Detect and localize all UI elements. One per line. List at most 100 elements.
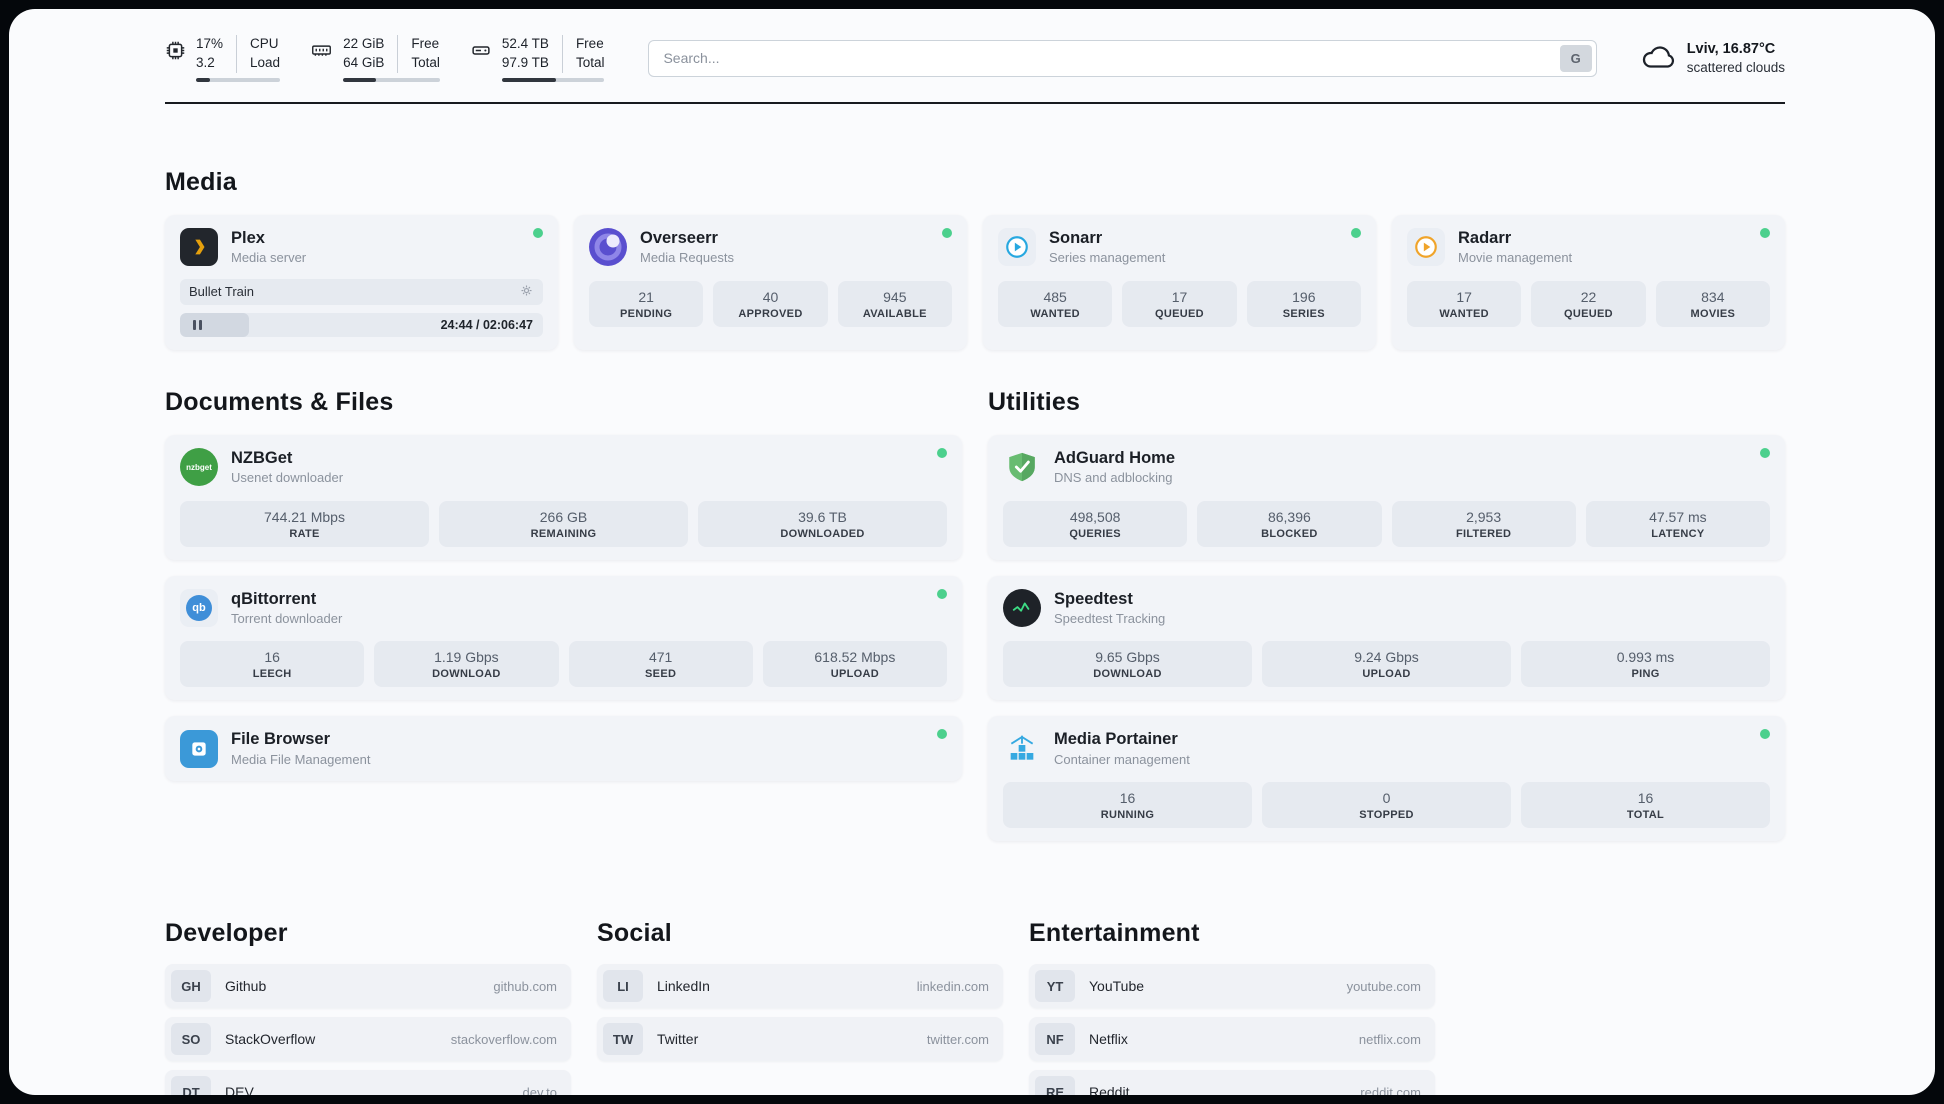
app-name: qBittorrent [231, 589, 317, 608]
portainer-icon [1003, 730, 1041, 768]
bookmark-reddit[interactable]: RE Reddit reddit.com [1029, 1070, 1435, 1095]
cpu-usage-value: 17% [196, 36, 224, 51]
stat-tiles: 17 WANTED 22 QUEUED 834 MOVIES [1407, 280, 1770, 327]
app-name: Radarr [1458, 228, 1512, 247]
stat-tiles: 498,508 QUERIES 86,396 BLOCKED 2,953 FIL… [1003, 500, 1770, 547]
stat-label: QUERIES [1069, 527, 1121, 540]
app-name: AdGuard Home [1054, 448, 1176, 467]
stat-wanted: 17 WANTED [1407, 280, 1522, 327]
stat-approved: 40 APPROVED [713, 280, 828, 327]
stat-downloaded: 39.6 TB DOWNLOADED [698, 500, 947, 547]
stat-label: UPLOAD [1362, 668, 1411, 681]
stat-value: 744.21 Mbps [264, 508, 345, 525]
disk-total-value: 97.9 TB [501, 54, 549, 70]
app-subtitle: Movie management [1458, 250, 1573, 266]
bookmark-stackoverflow[interactable]: SO StackOverflow stackoverflow.com [165, 1017, 571, 1062]
nzbget-status-dot [937, 447, 947, 458]
app-subtitle: Media Requests [640, 250, 734, 266]
app-subtitle: Media File Management [231, 752, 371, 768]
stat-label: QUEUED [1564, 307, 1613, 320]
stat-upload: 9.24 Gbps UPLOAD [1262, 641, 1511, 688]
section-title-documents: Documents & Files [165, 387, 394, 416]
radarr-card[interactable]: Radarr Movie management 17 WANTED 22 QUE… [1392, 214, 1785, 350]
memory-free-label: Free [411, 36, 440, 51]
stat-value: 9.65 Gbps [1095, 649, 1160, 666]
plex-card[interactable]: Plex Media server Bullet Train 24:44 / 0… [165, 214, 558, 350]
bookmark-youtube[interactable]: YT YouTube youtube.com [1029, 964, 1435, 1009]
cpu-metric: 17% 3.2 CPU Load [165, 35, 281, 82]
stat-label: DOWNLOADED [780, 527, 865, 540]
bookmark-url: twitter.com [926, 1031, 989, 1047]
app-name: Speedtest [1054, 589, 1133, 608]
stat-running: 16 RUNNING [1003, 782, 1252, 829]
stat-label: REMAINING [530, 527, 597, 540]
search-engine-button[interactable]: G [1559, 44, 1592, 72]
bookmark-netflix[interactable]: NF Netflix netflix.com [1029, 1017, 1435, 1062]
system-metrics: 17% 3.2 CPU Load [165, 35, 605, 82]
stat-value: 17 [1171, 288, 1188, 305]
bookmark-twitter[interactable]: TW Twitter twitter.com [597, 1017, 1003, 1062]
stat-value: 9.24 Gbps [1354, 649, 1419, 666]
app-name: Sonarr [1049, 228, 1103, 247]
app-name: Plex [231, 228, 265, 247]
pause-button[interactable] [189, 316, 206, 334]
overseerr-card[interactable]: Overseerr Media Requests 21 PENDING 40 A… [574, 214, 967, 350]
bookmark-columns: Developer GH Github github.com SO StackO… [165, 919, 1435, 1095]
stat-label: AVAILABLE [862, 307, 927, 320]
bookmark-abbr: SO [171, 1023, 211, 1056]
speedtest-card[interactable]: Speedtest Speedtest Tracking 9.65 Gbps D… [988, 575, 1785, 701]
memory-free-value: 22 GiB [343, 36, 385, 51]
bookmark-dev[interactable]: DT DEV dev.to [165, 1070, 571, 1095]
app-subtitle: Speedtest Tracking [1054, 611, 1166, 627]
cpu-load-label: Load [250, 54, 281, 70]
sonarr-card[interactable]: Sonarr Series management 485 WANTED 17 Q… [983, 214, 1376, 350]
stat-value: 86,396 [1267, 508, 1311, 525]
stat-label: APPROVED [738, 307, 803, 320]
stat-available: 945 AVAILABLE [837, 280, 952, 327]
stat-value: 266 GB [539, 508, 588, 525]
cpu-progress-bar [196, 77, 281, 82]
adguard-card[interactable]: AdGuard Home DNS and adblocking 498,508 … [988, 434, 1785, 560]
stat-tiles: 485 WANTED 17 QUEUED 196 SERIES [998, 280, 1361, 327]
stat-label: SEED [645, 668, 677, 681]
stat-label: PING [1631, 668, 1660, 681]
sonarr-status-dot [1351, 227, 1361, 238]
stat-download: 9.65 Gbps DOWNLOAD [1003, 641, 1252, 688]
stat-remaining: 266 GB REMAINING [439, 500, 688, 547]
middle-columns: Documents & Files nzbget NZBGet Usenet d… [165, 388, 1785, 842]
filebrowser-card[interactable]: File Browser Media File Management [165, 716, 962, 782]
bookmark-url: reddit.com [1360, 1084, 1421, 1095]
qbittorrent-icon: qb [180, 588, 218, 627]
nzbget-card[interactable]: nzbget NZBGet Usenet downloader 744.21 M… [165, 434, 962, 560]
disk-free-label: Free [575, 36, 604, 51]
bookmark-name: StackOverflow [225, 1031, 316, 1048]
bookmark-linkedin[interactable]: LI LinkedIn linkedin.com [597, 964, 1003, 1009]
bookmark-url: github.com [493, 978, 557, 994]
stat-value: 16 [264, 649, 280, 666]
stat-pending: 21 PENDING [589, 280, 704, 327]
weather-widget[interactable]: Lviv, 16.87°C scattered clouds [1641, 40, 1785, 78]
stat-value: 17 [1456, 288, 1472, 305]
dashboard-window: 17% 3.2 CPU Load [9, 9, 1935, 1095]
cpu-label: CPU [250, 36, 279, 51]
stat-label: DOWNLOAD [432, 668, 501, 681]
stat-tiles: 744.21 Mbps RATE 266 GB REMAINING 39.6 T… [180, 500, 947, 547]
search-input[interactable] [648, 39, 1597, 77]
settings-gear-icon[interactable] [519, 283, 534, 301]
memory-metric: 22 GiB 64 GiB Free Total [310, 35, 440, 82]
stat-queued: 17 QUEUED [1122, 280, 1237, 327]
app-subtitle: Usenet downloader [231, 470, 344, 486]
stat-label: STOPPED [1359, 809, 1414, 822]
bookmark-github[interactable]: GH Github github.com [165, 964, 571, 1009]
qbittorrent-status-dot [937, 588, 947, 599]
portainer-card[interactable]: Media Portainer Container management 16 … [988, 716, 1785, 842]
bookmark-name: YouTube [1089, 978, 1145, 995]
stat-label: TOTAL [1626, 809, 1665, 822]
bookmark-name: DEV [225, 1084, 254, 1095]
disk-progress-bar [501, 77, 605, 82]
bookmark-abbr: LI [603, 970, 643, 1003]
qbittorrent-card[interactable]: qb qBittorrent Torrent downloader 16 LEE… [165, 575, 962, 701]
stat-label: PENDING [620, 307, 673, 320]
bookmark-name: Reddit [1089, 1084, 1130, 1095]
utilities-column: Utilities AdGuard [988, 388, 1785, 842]
